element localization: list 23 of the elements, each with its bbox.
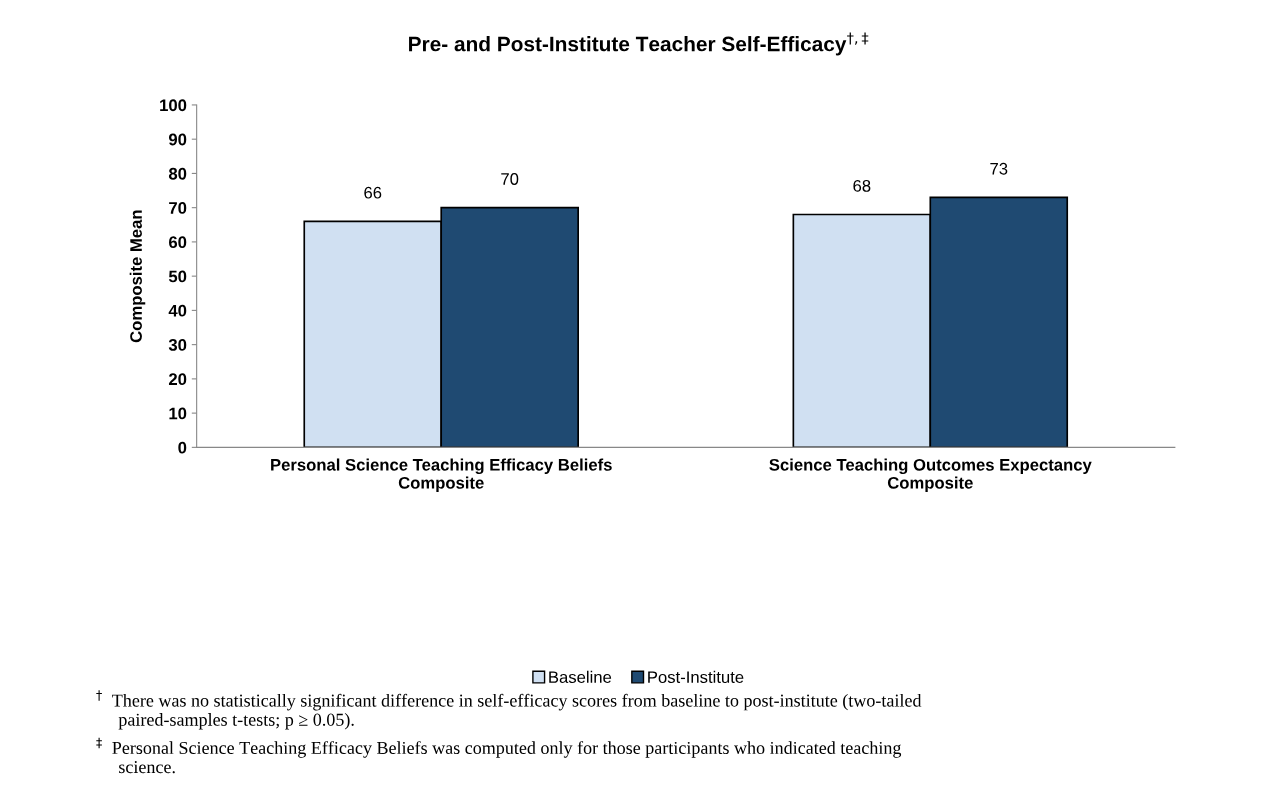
- y-tick-label: 90: [168, 133, 187, 146]
- data-label: 70: [501, 173, 519, 185]
- y-tick-label: 40: [168, 304, 187, 317]
- text: $^{†}$ There was no statistically significant difference in self-efficacy scores from baseline to post-institute (two-tailed paired-samples t-tests; p ≥ 0.05).: [96, 690, 922, 730]
- x-tick-label: Personal Science Teaching Efficacy Beliefs Composite: [271, 458, 612, 493]
- y-tick-label: 70: [169, 202, 187, 214]
- legend-label: Post-Institute: [648, 670, 744, 684]
- y-tick-label: 0: [178, 441, 187, 454]
- y-tick-label: 30: [168, 339, 187, 351]
- y-tick-label: 20: [168, 373, 187, 386]
- data-label: 68: [853, 179, 871, 192]
- chart-title: Pre- and Post-Institute Teacher Self-Efficacy$^{†,‡}$: [409, 32, 869, 56]
- y-tick-label: 10: [169, 407, 187, 420]
- legend-label: Baseline: [549, 670, 612, 684]
- y-tick-label: 80: [168, 167, 187, 180]
- text: $^{‡}$ Personal Science Teaching Efficacy Beliefs was computed only for those participants who indicated teaching science.: [96, 737, 902, 774]
- y-tick-label: 60: [169, 236, 187, 249]
- y-axis-title: Composite Mean: [129, 210, 146, 343]
- data-label: 73: [990, 162, 1008, 175]
- x-tick-label: Science Teaching Outcomes Expectancy Composite: [769, 458, 1092, 493]
- y-tick-label: 50: [168, 270, 187, 283]
- data-label: 66: [364, 186, 382, 199]
- y-tick-label: 100: [160, 99, 187, 112]
